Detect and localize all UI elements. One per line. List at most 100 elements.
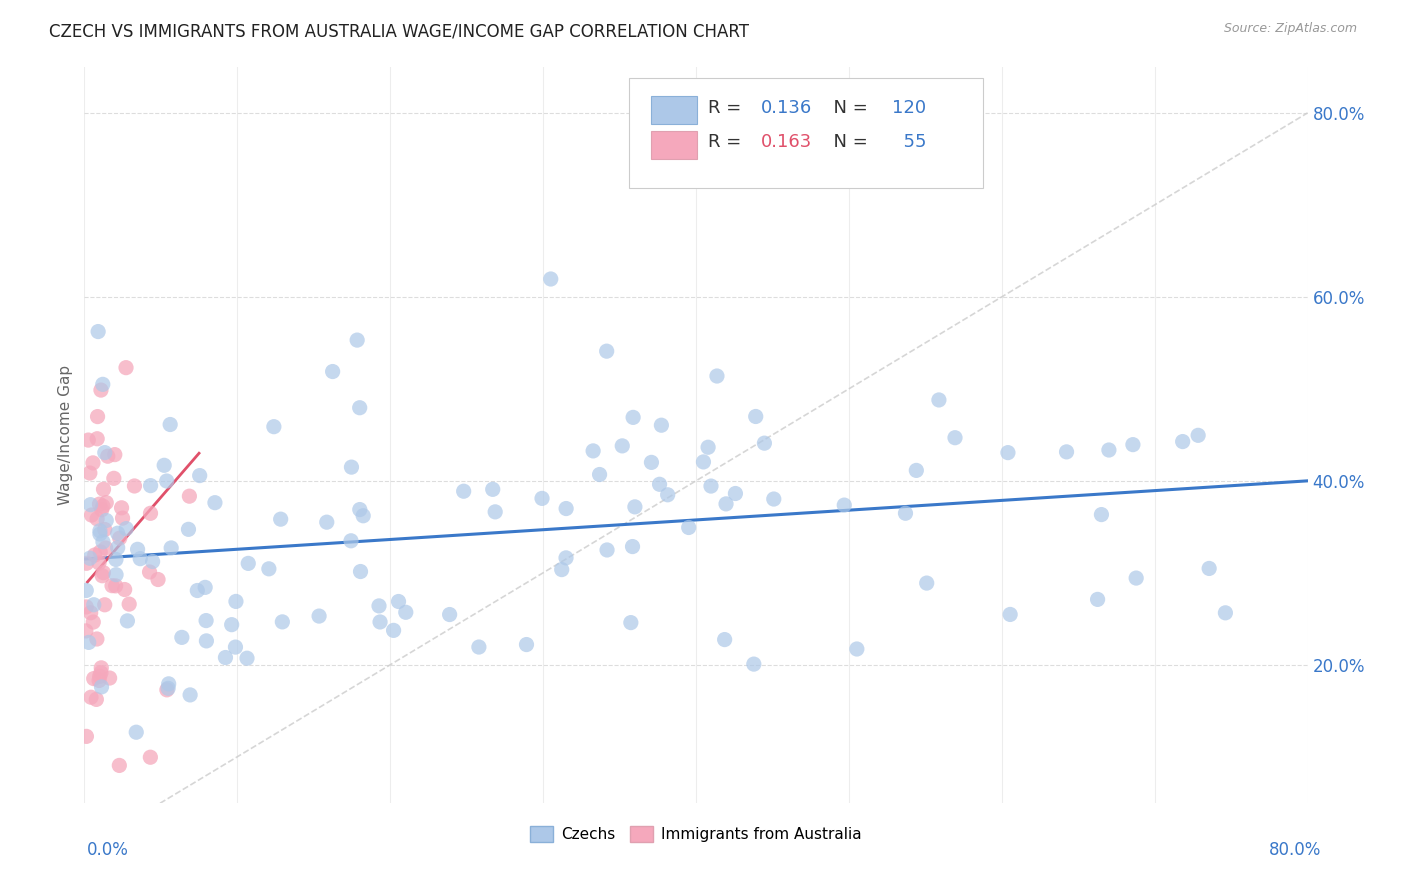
Point [588,467,610,482]
Point [108,758,131,772]
Point [742,657,765,672]
Point [214,650,236,665]
Point [110,500,132,515]
Text: 0.0%: 0.0% [87,840,129,858]
Point [139,478,162,492]
Point [138,565,160,579]
Point [515,638,537,652]
Point [115,360,138,375]
Point [669,160,692,174]
Point [349,502,371,516]
Point [107,541,129,555]
Point [439,607,461,622]
Point [82,456,104,470]
Point [387,594,409,608]
Point [90,383,112,397]
Point [77,635,100,649]
FancyBboxPatch shape [651,96,697,124]
Point [368,599,391,613]
Point [111,511,134,525]
Point [90,680,112,694]
Point [582,443,605,458]
Point [104,579,127,593]
Point [195,633,218,648]
Point [596,543,619,558]
Point [915,576,938,591]
Point [845,642,868,657]
Point [308,609,330,624]
Point [624,500,647,514]
Point [79,606,101,620]
Point [86,692,108,706]
Point [87,673,110,688]
Point [678,520,700,534]
Point [142,555,165,569]
Point [382,624,405,638]
Point [157,677,180,691]
Point [156,474,179,488]
Point [1122,437,1144,451]
Point [83,598,105,612]
Point [89,545,111,559]
Point [340,533,363,548]
Point [91,534,114,549]
FancyBboxPatch shape [628,78,983,188]
Point [146,573,169,587]
Point [114,582,136,597]
Point [754,436,776,450]
Point [453,484,475,499]
Point [77,433,100,447]
Point [368,615,391,629]
Point [108,531,131,545]
Point [595,344,617,359]
Point [555,550,578,565]
Point [706,369,728,384]
Point [124,479,146,493]
Text: Source: ZipAtlas.com: Source: ZipAtlas.com [1223,22,1357,36]
Text: 55: 55 [891,133,927,151]
Point [170,631,193,645]
Point [75,583,97,598]
Point [943,431,966,445]
Text: R =: R = [709,133,747,151]
Point [107,526,129,541]
Point [204,496,226,510]
Point [94,523,117,537]
Text: 0.163: 0.163 [761,133,813,151]
Legend: Czechs, Immigrants from Australia: Czechs, Immigrants from Australia [524,820,868,848]
Point [1187,428,1209,442]
Point [79,466,101,480]
Point [221,617,243,632]
Point [648,477,671,491]
Text: 120: 120 [891,98,925,117]
Point [640,455,662,469]
Text: CZECH VS IMMIGRANTS FROM AUSTRALIA WAGE/INCOME GAP CORRELATION CHART: CZECH VS IMMIGRANTS FROM AUSTRALIA WAGE/… [49,22,749,40]
Point [89,524,111,538]
Point [762,491,785,506]
Point [83,548,105,562]
Text: R =: R = [709,98,747,117]
Point [139,750,162,764]
Point [90,502,112,516]
Point [179,688,201,702]
Point [90,665,112,680]
Point [90,661,112,675]
Point [894,506,917,520]
Point [105,567,128,582]
Point [238,557,260,571]
Point [87,556,110,570]
Point [94,541,117,555]
Point [83,672,105,686]
Point [188,468,211,483]
Point [157,681,180,696]
Point [1098,442,1121,457]
Point [104,448,127,462]
Point [1171,434,1194,449]
Point [612,439,634,453]
Point [1198,561,1220,575]
Text: N =: N = [823,98,873,117]
Point [621,410,644,425]
Point [115,522,138,536]
Point [79,498,101,512]
Point [697,440,720,454]
